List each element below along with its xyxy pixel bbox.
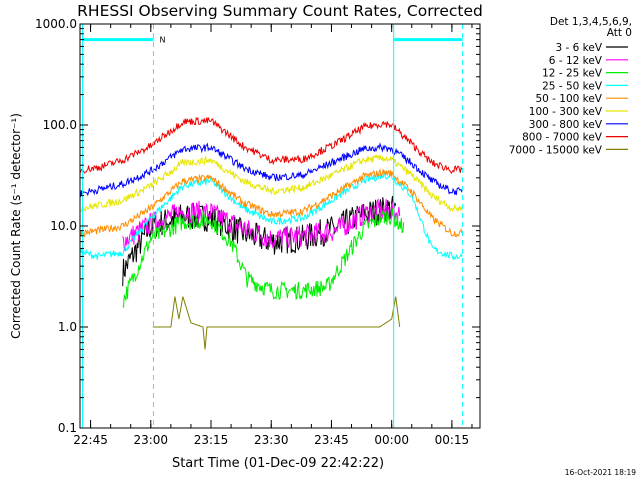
x-tick-label: 00:00 xyxy=(374,433,409,447)
legend-label: 100 - 300 keV xyxy=(529,106,603,118)
y-tick-label: 0.1 xyxy=(58,421,77,435)
y-tick-label: 1000.0 xyxy=(35,17,77,31)
y-tick-label: 10.0 xyxy=(50,219,77,233)
series-line-100-300-kev xyxy=(80,154,463,213)
y-axis-label: Corrected Count Rate (s⁻¹ detector⁻¹) xyxy=(9,113,23,339)
x-tick-label: 23:15 xyxy=(194,433,229,447)
x-tick-label: 23:00 xyxy=(133,433,168,447)
footer-date: 16-Oct-2021 18:19 xyxy=(565,468,636,477)
series-line-800-7000-kev xyxy=(80,116,463,175)
x-axis: 22:45 23:00 23:15 23:30 23:45 00:00 00:15 xyxy=(73,24,473,447)
legend-header: Att 0 xyxy=(607,27,632,39)
x-tick-label: 22:45 xyxy=(73,433,108,447)
legend-label: 50 - 100 keV xyxy=(535,93,602,105)
y-tick-label: 1.0 xyxy=(58,320,77,334)
series-line-12-25-kev xyxy=(122,208,405,309)
legend-label: 25 - 50 keV xyxy=(542,80,603,92)
series-line-7000-15000-kev xyxy=(152,296,401,350)
night-flag-label: N xyxy=(159,36,165,45)
y-tick-label: 100.0 xyxy=(43,118,77,132)
legend-label: 7000 - 15000 keV xyxy=(509,144,603,156)
series-line-300-800-kev xyxy=(80,142,463,197)
legend-label: 3 - 6 keV xyxy=(555,42,602,54)
legend-label: 800 - 7000 keV xyxy=(522,132,603,144)
x-tick-label: 00:15 xyxy=(435,433,470,447)
series-line-6-12-kev xyxy=(122,197,401,252)
legend-label: 6 - 12 keV xyxy=(549,55,603,67)
x-tick-label: 23:45 xyxy=(314,433,349,447)
x-tick-label: 23:30 xyxy=(254,433,289,447)
legend-label: 12 - 25 keV xyxy=(542,68,603,80)
legend-label: 300 - 800 keV xyxy=(529,119,603,131)
y-axis: 1000.0 100.0 10.0 1.0 0.1 xyxy=(35,17,480,435)
series-line-50-100-kev xyxy=(80,168,463,238)
legend-header: Det 1,3,4,5,6,9, xyxy=(550,16,632,28)
chart-title: RHESSI Observing Summary Count Rates, Co… xyxy=(77,2,483,20)
x-axis-label: Start Time (01-Dec-09 22:42:22) xyxy=(172,456,384,471)
chart-marks xyxy=(80,116,463,350)
